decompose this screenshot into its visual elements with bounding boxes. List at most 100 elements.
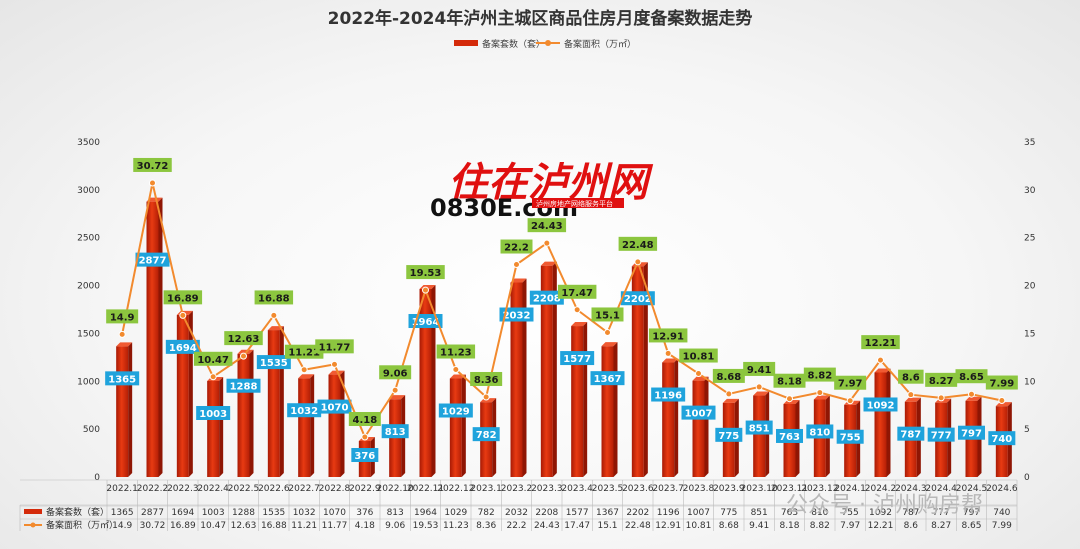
category-label: 2023.7 (652, 484, 684, 494)
table-cell-bar: 1029 (444, 508, 467, 518)
bar-label-bg (776, 428, 803, 443)
bar-value-label: 1694 (169, 343, 197, 354)
bar-top (813, 395, 830, 400)
left-axis-tick: 0 (94, 473, 100, 483)
table-cell-line: 22.2 (506, 521, 526, 531)
right-axis-tick: 15 (1024, 329, 1035, 339)
bar-top (965, 396, 982, 401)
table-cell-line: 24.43 (534, 521, 560, 531)
table-cell-bar: 755 (842, 508, 859, 518)
legend-line-label: 备案面积（万㎡） (564, 38, 636, 50)
bar (237, 353, 250, 477)
logo-tag-bg (532, 198, 624, 208)
bar-value-label: 813 (385, 427, 406, 438)
line-label-bg (527, 218, 567, 233)
bar-top (389, 395, 406, 400)
bar-value-label: 2202 (624, 294, 652, 305)
bar-side (674, 358, 679, 477)
category-label: 2022.11 (407, 484, 444, 494)
line-label-bg (470, 371, 503, 386)
bar-label-bg (681, 405, 716, 420)
bar-value-label: 782 (476, 430, 497, 441)
line-label-bg (557, 284, 597, 299)
line-value-label: 16.89 (167, 293, 199, 304)
table-cell-line: 8.36 (476, 521, 496, 531)
bar-value-label: 1964 (412, 317, 440, 328)
table-cell-line: 19.53 (413, 521, 439, 531)
legend: 备案套数（套） 备案面积（万㎡） (454, 38, 636, 50)
bar-side (886, 368, 891, 477)
table-cell-line: 15.1 (597, 521, 617, 531)
bar-side (522, 278, 527, 477)
line-point (573, 306, 581, 314)
bar-value-label: 775 (718, 431, 739, 442)
bar-side (340, 370, 345, 477)
line-value-label: 9.06 (383, 368, 408, 379)
category-label: 2022.7 (288, 484, 320, 494)
bar (601, 346, 614, 477)
category-label: 2024.5 (956, 484, 988, 494)
line-label-bg (712, 368, 745, 383)
bar-value-label: 740 (991, 434, 1012, 445)
bar (328, 374, 341, 477)
table-cell-bar: 1032 (293, 508, 316, 518)
bar-value-label: 1365 (108, 374, 136, 385)
bar-label-bg (836, 429, 864, 444)
category-label: 2022.1 (106, 484, 138, 494)
left-axis-tick: 500 (83, 425, 100, 435)
bar-value-label: 1029 (442, 407, 470, 418)
table-cell-bar: 2202 (626, 508, 649, 518)
line-label-bg (284, 344, 324, 359)
line-value-label: 7.97 (838, 379, 863, 390)
line-value-label: 22.48 (622, 240, 654, 251)
bar (176, 314, 189, 477)
line-label-bg (348, 411, 381, 426)
bar-label-bg (105, 371, 140, 386)
bar-value-label: 2208 (533, 294, 561, 305)
line-label-bg (436, 344, 476, 359)
bar-value-label: 810 (809, 427, 830, 438)
bar-side (613, 342, 618, 477)
bar-series: 1365 2877 1694 1003 1288 1535 1032 1070 376 813 19… (105, 197, 1016, 477)
bar-side (279, 326, 284, 477)
bar-label-bg (863, 397, 898, 412)
table-cell-line: 8.6 (904, 521, 919, 531)
table-cell-line: 8.27 (931, 521, 951, 531)
table-cell-bar: 740 (993, 508, 1010, 518)
area-line (121, 182, 1003, 440)
table-cell-line: 16.89 (170, 521, 196, 531)
line-point (300, 366, 308, 374)
bar-value-label: 787 (900, 430, 921, 441)
right-axis: 0 5 10 15 20 25 30 35 (1024, 138, 1036, 483)
left-axis-tick: 2000 (77, 282, 100, 292)
left-axis-tick: 1000 (77, 377, 100, 387)
table-cell-line: 7.99 (992, 521, 1012, 531)
bar (753, 395, 766, 477)
line-label-bg (925, 372, 958, 387)
table-cell-bar: 1577 (566, 508, 589, 518)
category-label: 2023.5 (592, 484, 624, 494)
bar-value-label: 1196 (654, 391, 682, 402)
category-label: 2022.2 (137, 484, 169, 494)
line-label-bg (500, 239, 533, 254)
line-point (877, 356, 884, 364)
table-cell-line: 14.9 (112, 521, 132, 531)
table-cell-bar: 1003 (202, 508, 225, 518)
line-label-bg (743, 361, 776, 376)
right-axis-tick: 25 (1024, 234, 1035, 244)
line-point (725, 390, 733, 398)
category-label: 2023.1 (470, 484, 502, 494)
line-point (543, 239, 551, 247)
line-value-label: 16.88 (258, 293, 290, 304)
line-label-bg (679, 348, 718, 363)
legend-bar-swatch (454, 40, 478, 46)
line-point (968, 390, 975, 398)
bar-side (219, 376, 224, 477)
right-axis-tick: 10 (1024, 377, 1036, 387)
category-label: 2023.10 (741, 484, 778, 494)
table-cell-line: 8.68 (719, 521, 739, 531)
logo-tagline: 泸州房地产网络服务平台 (536, 199, 613, 208)
site-logo: 住在泸州网 0830E.com 泸州房地产网络服务平台 (430, 160, 654, 222)
bar-value-label: 763 (779, 432, 800, 443)
